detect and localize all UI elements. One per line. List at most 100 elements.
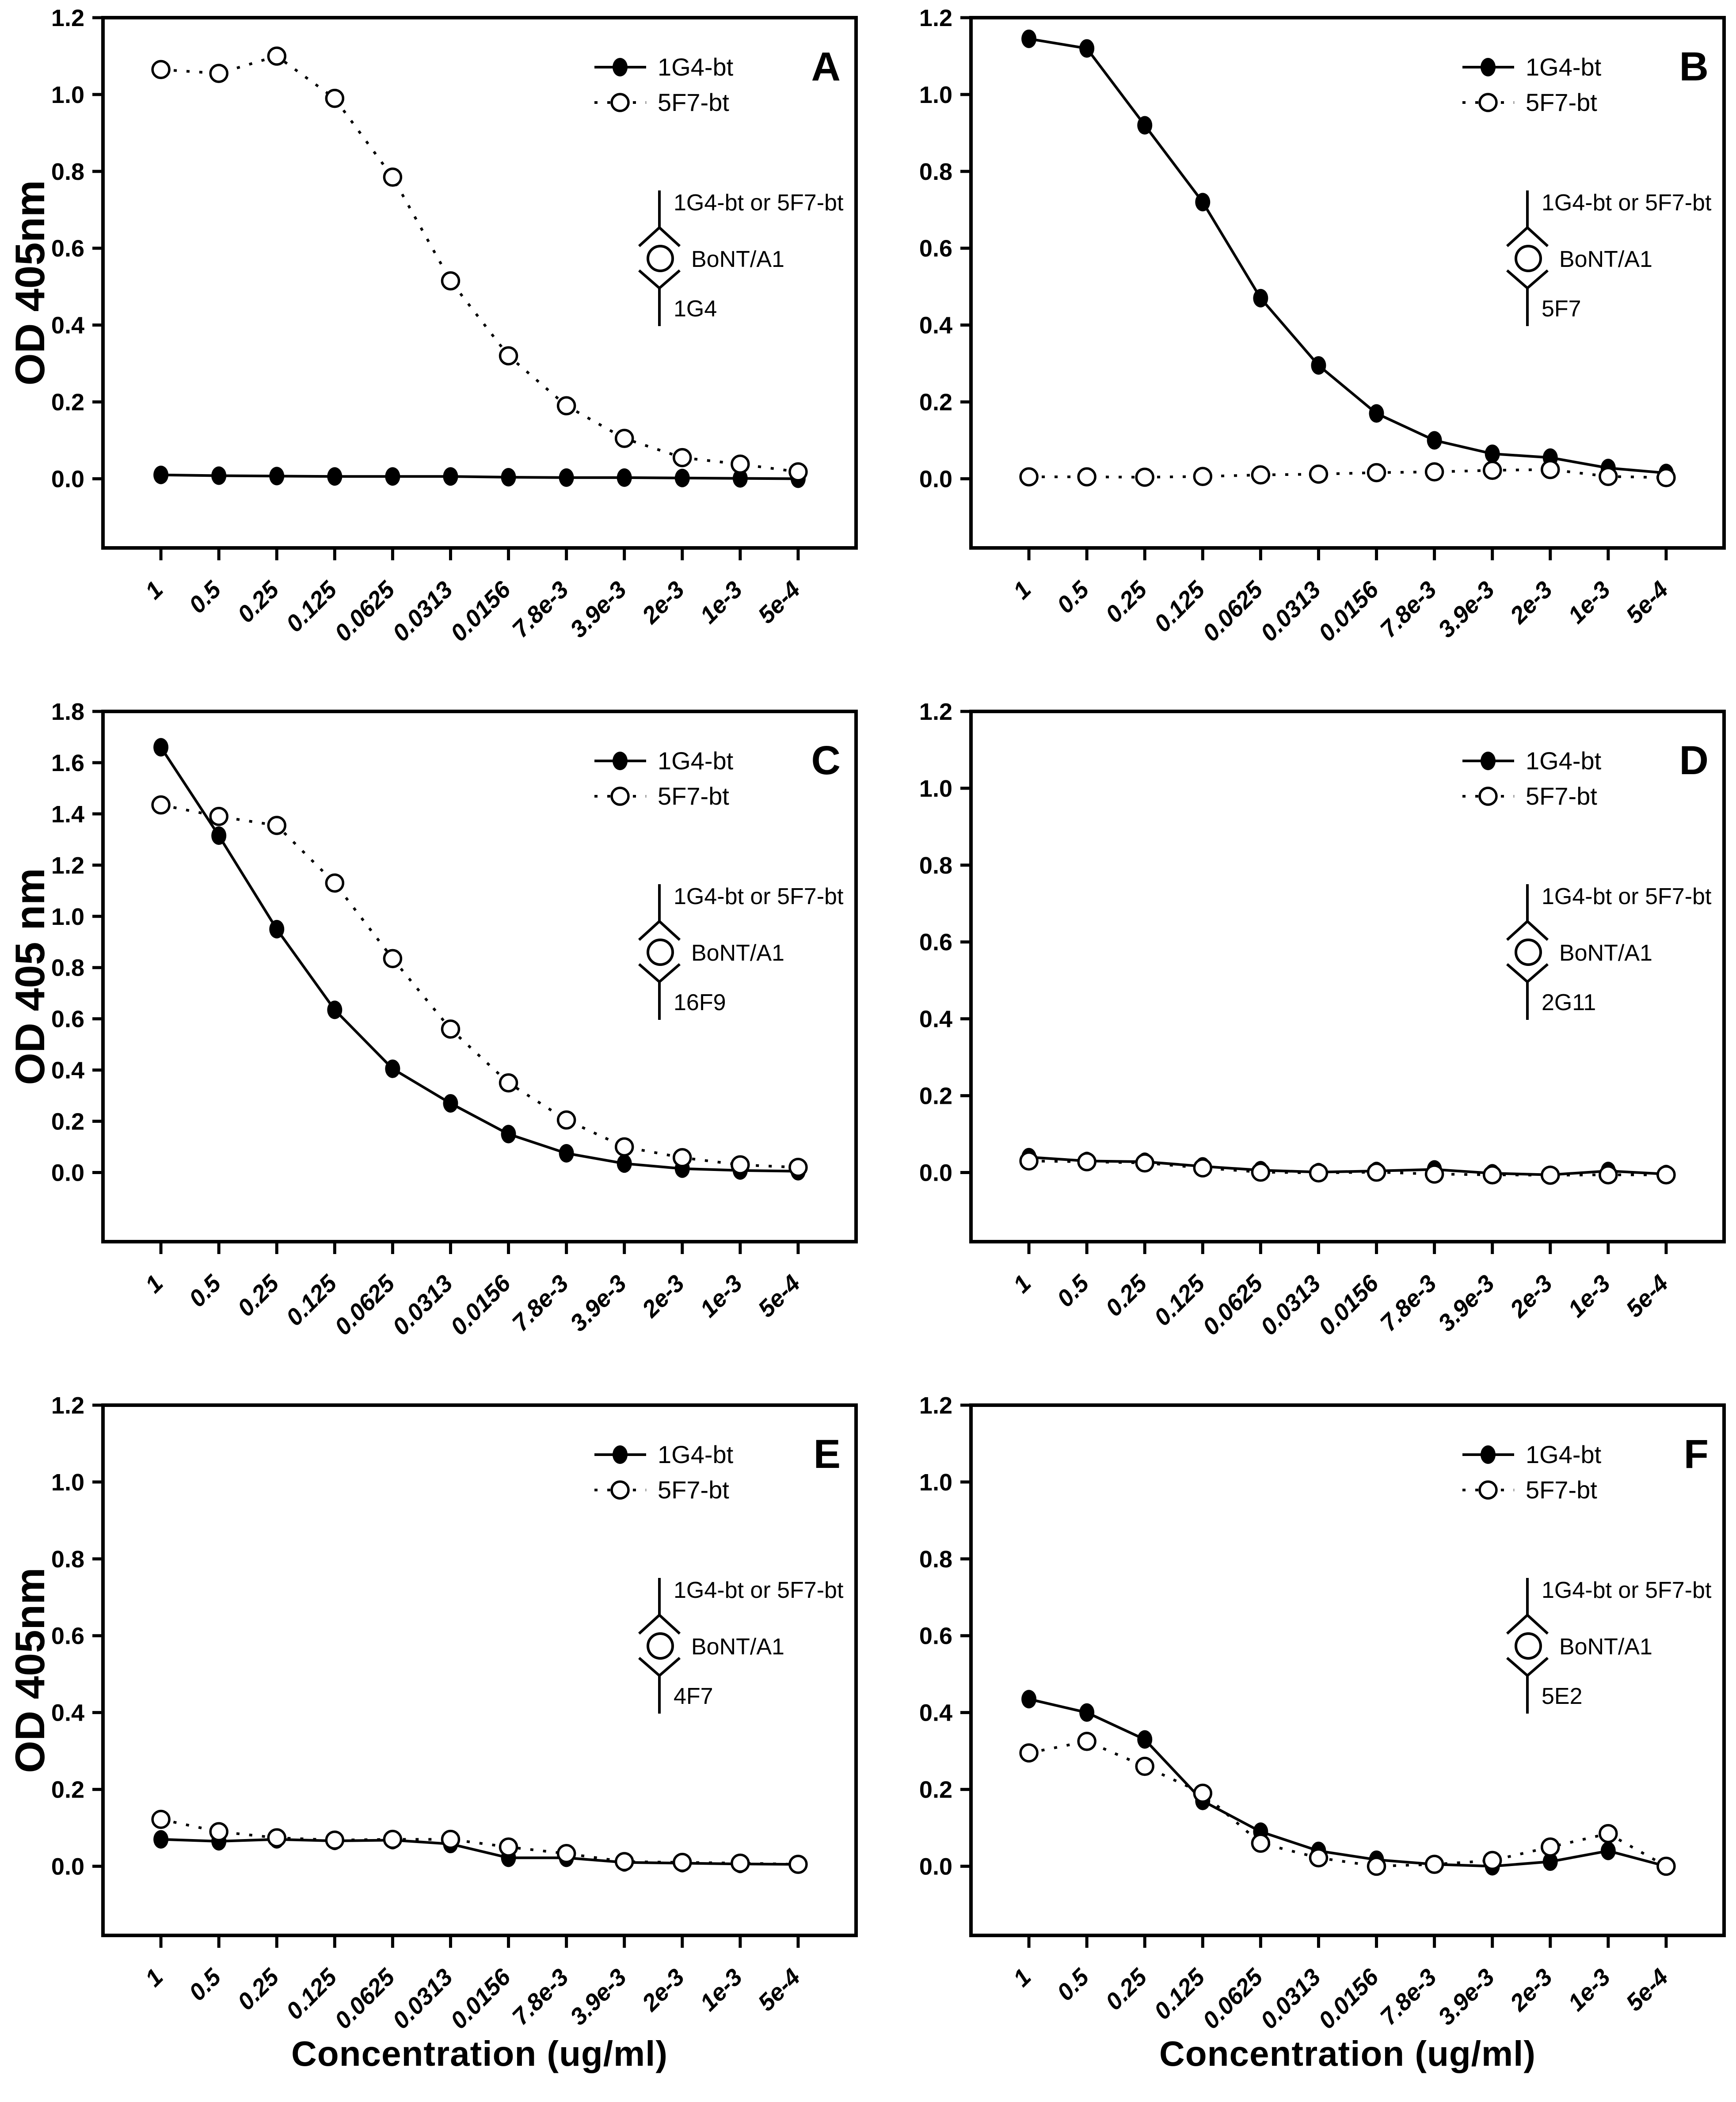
chart-panel-b: 0.00.20.40.60.81.01.21 0.5 0.250.1250.0625… [919, 5, 1726, 646]
data-point-5F7-bt [1077, 1732, 1096, 1751]
x-tick-label: 0.0313 [388, 1964, 458, 2034]
x-tick-label: 1e-3 [1563, 1964, 1615, 2016]
legend-label: 1G4-bt [1526, 747, 1602, 775]
legend-label: 5F7-bt [658, 88, 729, 116]
schematic-antigen-circle [1515, 939, 1542, 966]
y-tick-label: 0.6 [51, 1006, 84, 1033]
y-tick-label: 1.8 [51, 699, 84, 725]
data-point-1G4-bt [559, 468, 574, 487]
y-tick-label: 0.0 [919, 1159, 952, 1186]
y-tick-label: 0.4 [919, 1700, 952, 1726]
data-point-5F7-bt [1656, 468, 1676, 487]
schematic-antibody-line [658, 226, 681, 247]
data-point-5F7-bt [556, 396, 576, 416]
schematic-antibody-line [638, 1657, 660, 1677]
x-tick-label: 3.9e-3 [1433, 1270, 1500, 1337]
plot-frame [101, 16, 858, 550]
legend-marker-open-circle [1478, 93, 1498, 112]
x-tick-label: 2e-3 [637, 1964, 690, 2017]
x-tick-label: 1e-3 [695, 1964, 747, 2016]
x-tick-label: 1 [140, 1964, 168, 1992]
x-tick-label: 2e-3 [1505, 1270, 1558, 1323]
schematic-antibody-line [1506, 1614, 1529, 1635]
legend-marker-filled-circle [613, 58, 628, 76]
data-point-5F7-bt [499, 1837, 518, 1857]
legend-marker-filled-circle [1481, 752, 1496, 770]
data-point-5F7-bt [731, 1155, 750, 1175]
schematic-antibody-line [1506, 269, 1528, 289]
schematic-antibody-line [638, 963, 660, 983]
y-tick-label: 0.0 [919, 1853, 952, 1880]
schematic-antibody-line [638, 1614, 661, 1635]
schematic-antibody-line [659, 1657, 681, 1677]
data-point-5F7-bt [1599, 1165, 1618, 1185]
data-point-5F7-bt [441, 1829, 461, 1849]
y-tick-label: 0.2 [919, 1777, 952, 1803]
data-point-5F7-bt [731, 454, 750, 474]
series-line-5F7-bt [160, 1818, 798, 1866]
data-point-5F7-bt [1599, 1824, 1618, 1844]
series-line-1G4-bt [160, 746, 798, 1173]
data-point-1G4-bt [269, 920, 285, 939]
data-point-5F7-bt [1599, 467, 1618, 487]
x-tick-label: 0.25 [1100, 576, 1152, 627]
schematic-antibody-line [1527, 963, 1549, 983]
data-point-5F7-bt [499, 346, 518, 365]
data-point-1G4-bt [1427, 431, 1442, 450]
schematic-antibody-line [658, 920, 681, 941]
x-tick-label: 0.5 [1052, 576, 1094, 618]
schematic-antibody-line [638, 226, 661, 247]
legend-marker-open-circle [610, 787, 630, 806]
schematic-antibody-line [1506, 963, 1528, 983]
x-tick-label: 7.8e-3 [507, 1964, 574, 2030]
x-tick-label: 0.25 [232, 1963, 284, 2015]
schematic-antibody-line [638, 269, 660, 289]
legend-label: 5F7-bt [658, 1476, 729, 1504]
panel-e: 0.0 0.2 0.4 0.6 0.8 1.0 1.2 1 0.5 0.25 0.125 0.0625… [0, 1387, 868, 2102]
legend-label: 5F7-bt [658, 782, 729, 810]
plot-frame [101, 710, 858, 1243]
x-tick-label: 0.25 [1100, 1963, 1152, 2015]
x-tick-label: 0.0313 [1256, 1964, 1326, 2034]
data-point-5F7-bt [151, 60, 171, 80]
x-tick-label: 3.9e-3 [565, 576, 632, 643]
data-point-5F7-bt [1482, 460, 1502, 480]
data-point-5F7-bt [614, 1852, 634, 1871]
schematic-antibody-line [1506, 226, 1529, 247]
x-axis-title-right: Concentration (ug/ml) [1159, 2034, 1536, 2073]
y-tick-label: 0.6 [919, 1623, 952, 1650]
legend-marker-filled-circle [1481, 58, 1496, 76]
x-tick-label: 0.0625 [330, 1963, 400, 2034]
x-tick-label: 3.9e-3 [565, 1270, 632, 1337]
data-point-1G4-bt [385, 467, 400, 486]
chart-panel-f: 0.00.20.40.60.81.01.21 0.5 0.250.1250.0625… [919, 1392, 1726, 2034]
legend-marker-open-circle [610, 93, 630, 112]
x-tick-label: 0.0313 [388, 1270, 458, 1340]
data-point-5F7-bt [614, 429, 634, 448]
data-point-5F7-bt [267, 1828, 286, 1847]
data-point-5F7-bt [673, 1148, 692, 1167]
y-tick-label: 1.2 [51, 1392, 84, 1419]
data-point-5F7-bt [1077, 467, 1096, 487]
x-tick-label: 5e-4 [1621, 576, 1674, 629]
x-tick-label: 5e-4 [753, 1964, 806, 2016]
schematic-antibody-line [1527, 1657, 1549, 1677]
y-tick-label: 0.8 [51, 159, 84, 185]
data-point-1G4-bt [211, 826, 227, 845]
chart-panel-d: 0.00.20.40.60.81.01.21 0.5 0.250.1250.0625… [919, 699, 1726, 1340]
data-point-5F7-bt [209, 64, 228, 83]
y-tick-label: 0.6 [919, 236, 952, 262]
x-tick-label: 2e-3 [1505, 1964, 1558, 2017]
data-point-5F7-bt [1251, 1833, 1271, 1853]
y-tick-label: 0.8 [919, 1546, 952, 1573]
data-point-1G4-bt [1369, 404, 1384, 423]
series-line-1G4-bt [1028, 1156, 1667, 1176]
x-tick-label: 0.5 [184, 576, 226, 618]
data-point-5F7-bt [441, 271, 461, 291]
schematic-label-detector: 1G4-bt or 5F7-bt [1542, 884, 1712, 909]
data-point-1G4-bt [1600, 1841, 1616, 1860]
schematic-antigen-circle [647, 939, 674, 966]
panel-letter: A [811, 44, 841, 89]
schematic-antibody-line [638, 920, 661, 941]
